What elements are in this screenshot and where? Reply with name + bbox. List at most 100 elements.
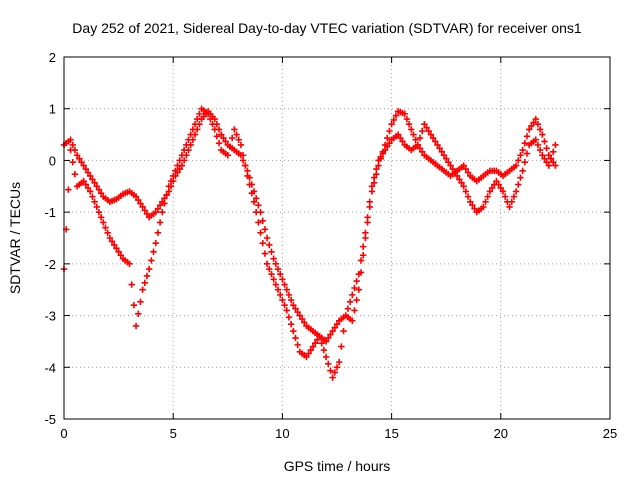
data-point — [290, 327, 297, 335]
data-point — [331, 369, 339, 376]
data-point — [322, 338, 330, 345]
data-point — [340, 327, 347, 335]
y-tick-label: -3 — [44, 309, 56, 324]
plot-frame — [63, 56, 611, 420]
data-point — [95, 186, 103, 193]
data-point — [154, 229, 162, 237]
data-point — [384, 134, 391, 142]
data-point — [314, 336, 321, 343]
x-tick-label: 20 — [494, 426, 508, 441]
data-point — [534, 141, 542, 149]
data-point — [512, 162, 520, 169]
data-point — [501, 193, 509, 200]
data-point — [298, 315, 306, 323]
data-point — [279, 276, 286, 283]
series-track-a — [60, 108, 559, 345]
data-point — [287, 296, 295, 304]
data-point — [471, 205, 478, 212]
data-point — [91, 179, 98, 187]
data-point — [84, 184, 92, 192]
data-point — [71, 171, 79, 178]
data-point — [311, 339, 319, 347]
data-point — [97, 189, 105, 197]
data-point — [303, 353, 310, 361]
data-point — [128, 281, 135, 288]
data-point — [390, 116, 397, 124]
y-tick-label: -2 — [44, 257, 56, 272]
data-point — [517, 174, 524, 181]
data-point — [176, 157, 183, 164]
data-point — [113, 245, 120, 252]
data-point — [261, 226, 269, 233]
data-point — [338, 343, 345, 350]
data-point — [237, 141, 245, 149]
data-point — [80, 177, 87, 185]
data-point — [204, 110, 212, 118]
data-point — [360, 243, 367, 250]
data-point — [445, 158, 452, 166]
data-point — [305, 350, 312, 357]
data-point — [292, 305, 299, 312]
data-point — [469, 202, 476, 209]
data-point — [316, 333, 323, 340]
data-point — [397, 134, 404, 142]
data-point — [257, 229, 264, 237]
data-point — [270, 276, 277, 283]
data-point — [423, 124, 430, 131]
data-point — [429, 134, 437, 142]
data-point — [464, 193, 472, 200]
data-point — [408, 126, 415, 133]
data-point — [183, 141, 190, 149]
data-point — [296, 312, 304, 319]
data-point — [325, 334, 332, 342]
data-point — [87, 188, 94, 195]
data-point — [287, 320, 295, 328]
data-point — [246, 181, 253, 188]
data-point — [87, 172, 94, 180]
data-point — [222, 138, 229, 145]
data-point — [449, 165, 456, 173]
data-point — [137, 298, 144, 305]
data-point — [176, 165, 183, 173]
y-tick-label: 2 — [49, 50, 56, 65]
data-point — [115, 248, 122, 255]
data-point — [89, 176, 96, 183]
data-point — [309, 343, 317, 350]
data-point — [185, 136, 192, 143]
data-point — [69, 158, 76, 166]
data-point — [141, 279, 149, 287]
data-point — [226, 143, 234, 150]
data-point — [84, 169, 92, 176]
data-point — [541, 138, 548, 145]
data-point — [331, 324, 339, 331]
data-point — [194, 115, 201, 123]
data-point — [545, 152, 553, 159]
data-point — [499, 188, 507, 195]
data-point — [255, 202, 262, 209]
data-point — [283, 307, 290, 314]
data-point — [451, 169, 459, 176]
data-point — [320, 346, 328, 354]
data-point — [220, 134, 227, 142]
data-point — [355, 271, 363, 278]
data-point — [353, 277, 360, 285]
data-point — [78, 158, 85, 166]
data-point — [384, 143, 391, 150]
y-axis-label: SDTVAR / TECUs — [7, 182, 23, 294]
data-point — [250, 198, 258, 205]
data-point — [462, 165, 470, 173]
data-point — [180, 146, 188, 154]
data-point — [436, 145, 443, 152]
data-point — [292, 334, 299, 342]
data-point — [351, 307, 358, 314]
data-point — [427, 131, 435, 138]
data-point — [106, 234, 114, 242]
data-point — [82, 165, 90, 173]
data-point — [392, 112, 400, 119]
data-point — [412, 136, 419, 143]
data-point — [366, 198, 373, 205]
data-point — [261, 250, 269, 257]
data-point — [244, 172, 251, 180]
data-point — [187, 131, 194, 138]
data-point — [150, 248, 157, 255]
